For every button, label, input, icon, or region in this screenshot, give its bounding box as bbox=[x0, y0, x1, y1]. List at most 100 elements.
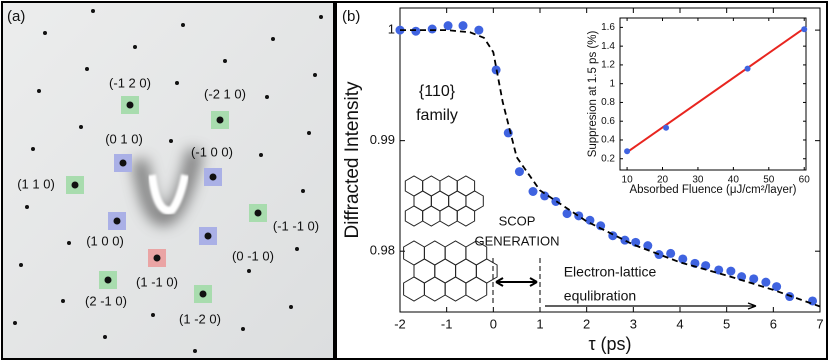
y-tick-label: 0.8 bbox=[601, 97, 615, 108]
x-tick-label: 3 bbox=[630, 316, 637, 331]
x-tick-label: 5 bbox=[723, 316, 730, 331]
bragg-spot bbox=[209, 173, 217, 181]
spot-label: (-1 2 0) bbox=[109, 75, 151, 90]
plot-area bbox=[619, 17, 807, 171]
data-point bbox=[761, 277, 771, 287]
data-point bbox=[551, 196, 561, 206]
annotation: equlibration bbox=[564, 288, 636, 304]
bragg-spot bbox=[31, 147, 35, 151]
y-tick-label: 1 bbox=[388, 22, 395, 37]
bragg-spot bbox=[307, 131, 311, 135]
bragg-spot bbox=[119, 159, 127, 167]
spot-label: (1 -2 0) bbox=[179, 311, 221, 326]
bragg-spot bbox=[25, 205, 29, 209]
data-point bbox=[443, 21, 453, 31]
bragg-spot bbox=[133, 45, 137, 49]
bragg-spot bbox=[223, 59, 227, 63]
x-tick-label: 50 bbox=[763, 175, 775, 186]
y-axis-label: Diffracted Intensity bbox=[342, 81, 363, 239]
bragg-spot bbox=[289, 305, 293, 309]
data-point bbox=[624, 148, 631, 155]
bragg-spot bbox=[113, 217, 121, 225]
bragg-spot bbox=[153, 254, 161, 262]
data-point bbox=[701, 261, 711, 271]
data-point bbox=[666, 248, 676, 258]
spot-label: (0 -1 0) bbox=[232, 248, 274, 263]
arrow bbox=[495, 277, 538, 287]
y-tick-label: 0.6 bbox=[601, 116, 615, 127]
spot-label: (0 1 0) bbox=[105, 131, 143, 146]
data-point bbox=[749, 274, 759, 284]
bragg-spot bbox=[91, 9, 95, 13]
bragg-spot bbox=[67, 241, 71, 245]
spot-label: (-2 1 0) bbox=[204, 86, 246, 101]
data-point bbox=[514, 167, 524, 177]
spot-label: (1 -1 0) bbox=[136, 274, 178, 289]
data-point bbox=[596, 221, 606, 231]
data-point bbox=[562, 209, 572, 219]
fit-line bbox=[400, 29, 821, 308]
y-tick-label: 0.2 bbox=[601, 153, 615, 164]
bragg-spot bbox=[19, 263, 23, 267]
diffraction-pattern: (-1 2 0) (-2 1 0) (0 1 0) (-1 0 0) (1 1 0) (-… bbox=[13, 9, 323, 353]
bragg-spot bbox=[71, 181, 79, 189]
x-tick-label: -1 bbox=[441, 316, 453, 331]
spot-label: (2 -1 0) bbox=[85, 293, 127, 308]
fit-line bbox=[626, 27, 805, 154]
y-tick-label: 0.99 bbox=[370, 132, 395, 147]
bragg-spot bbox=[126, 101, 134, 109]
y-tick-label: 0.4 bbox=[601, 135, 615, 146]
bragg-spot bbox=[175, 81, 179, 85]
panel-label: (a) bbox=[7, 8, 25, 25]
data-point bbox=[540, 191, 550, 201]
bragg-spot bbox=[13, 321, 17, 325]
y-tick-label: 1.2 bbox=[601, 60, 615, 71]
data-point bbox=[427, 24, 437, 34]
annotation: {110} bbox=[419, 83, 456, 100]
x-tick-label: 2 bbox=[583, 316, 590, 331]
y-tick-label: 1.6 bbox=[601, 22, 615, 33]
data-point bbox=[726, 266, 736, 276]
data-point bbox=[678, 254, 688, 264]
data-point bbox=[631, 237, 641, 247]
spot-label: (1 1 0) bbox=[17, 176, 55, 191]
data-point bbox=[528, 187, 538, 197]
data-point bbox=[585, 215, 595, 225]
data-point bbox=[620, 235, 630, 245]
x-tick-label: 30 bbox=[692, 175, 704, 186]
x-tick-label: 40 bbox=[728, 175, 740, 186]
bragg-spot bbox=[241, 327, 245, 331]
annotation: GENERATION bbox=[475, 233, 560, 248]
bragg-spot bbox=[216, 116, 224, 124]
spot-label: (-1 0 0) bbox=[191, 144, 233, 159]
bragg-spot bbox=[265, 95, 269, 99]
y-tick-label: 1 bbox=[609, 78, 615, 89]
x-tick-label: 60 bbox=[799, 175, 811, 186]
lattice-schematic bbox=[456, 205, 476, 227]
bragg-spot bbox=[169, 139, 173, 143]
bragg-spot bbox=[43, 31, 47, 35]
bragg-spot bbox=[199, 290, 207, 298]
bragg-spot bbox=[103, 335, 107, 339]
data-point bbox=[744, 65, 751, 72]
bragg-spot bbox=[37, 89, 41, 93]
arrow bbox=[545, 302, 757, 310]
y-tick-label: 0.98 bbox=[370, 243, 395, 258]
data-point bbox=[474, 25, 484, 35]
x-tick-label: 6 bbox=[770, 316, 777, 331]
data-point bbox=[643, 241, 653, 251]
lattice-schematic bbox=[465, 276, 488, 302]
beam-stop bbox=[148, 174, 189, 215]
x-tick-label: 10 bbox=[622, 175, 634, 186]
bragg-spot bbox=[319, 15, 323, 19]
annotation: SCOP bbox=[499, 213, 536, 228]
bragg-spot bbox=[247, 269, 251, 273]
x-tick-label: -2 bbox=[394, 316, 406, 331]
y-tick-label: 1.4 bbox=[601, 41, 615, 52]
data-point bbox=[654, 250, 664, 260]
bragg-spot bbox=[104, 276, 112, 284]
x-tick-label: 0 bbox=[490, 316, 497, 331]
bragg-spot bbox=[79, 125, 83, 129]
